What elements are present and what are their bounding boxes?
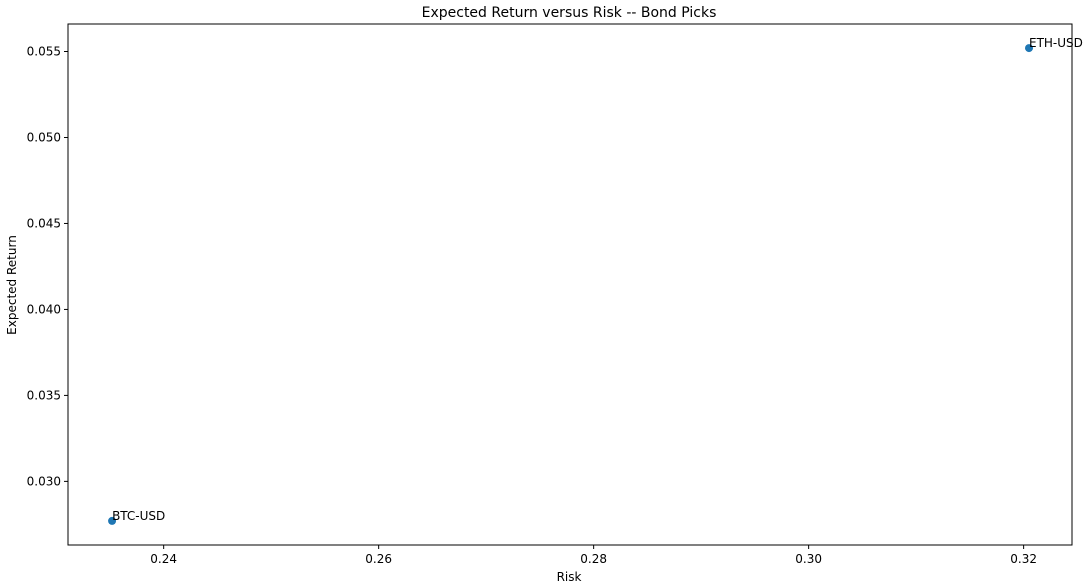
x-tick-label: 0.28	[580, 552, 607, 566]
data-points: BTC-USD ETH-USD	[108, 36, 1083, 525]
data-point-eth-usd	[1025, 44, 1034, 53]
y-tick-label: 0.045	[27, 216, 61, 230]
x-axis-ticks: 0.24 0.26 0.28 0.30 0.32	[150, 545, 1037, 566]
data-point-label: ETH-USD	[1029, 36, 1083, 50]
chart-title: Expected Return versus Risk -- Bond Pick…	[422, 5, 717, 21]
y-tick-label: 0.040	[27, 302, 61, 316]
y-tick-label: 0.030	[27, 474, 61, 488]
x-tick-label: 0.24	[150, 552, 177, 566]
y-axis-label: Expected Return	[5, 235, 19, 335]
data-point-btc-usd	[108, 516, 117, 525]
x-tick-label: 0.30	[795, 552, 822, 566]
x-axis-label: Risk	[557, 570, 582, 584]
y-tick-label: 0.050	[27, 130, 61, 144]
x-tick-label: 0.26	[365, 552, 392, 566]
data-point-label: BTC-USD	[112, 509, 165, 523]
y-axis-ticks: 0.030 0.035 0.040 0.045 0.050 0.055	[27, 45, 68, 488]
x-tick-label: 0.32	[1010, 552, 1037, 566]
y-tick-label: 0.055	[27, 45, 61, 59]
plot-frame	[67, 23, 1073, 546]
y-tick-label: 0.035	[27, 388, 61, 402]
